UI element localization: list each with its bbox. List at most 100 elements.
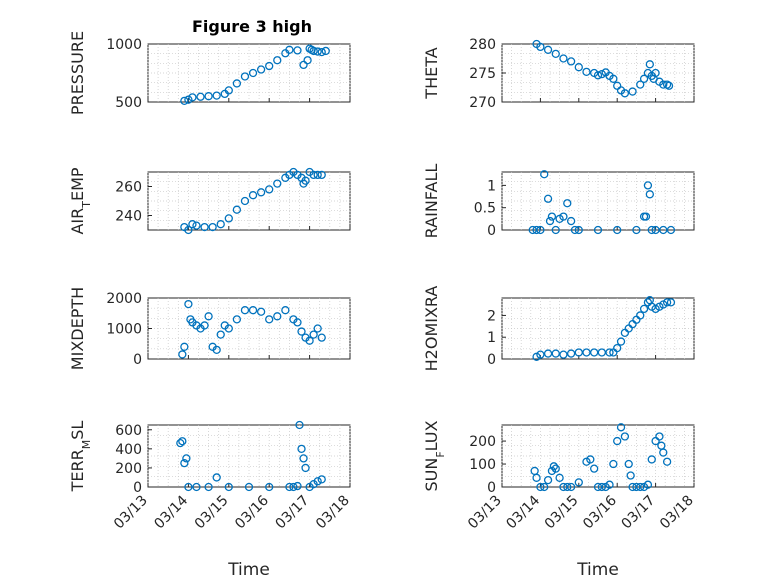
- data-point: [188, 93, 197, 102]
- data-point: [293, 318, 302, 327]
- y-tick-label: 0: [487, 223, 496, 239]
- data-point: [543, 475, 553, 485]
- data-point: [216, 330, 225, 339]
- data-point: [212, 345, 221, 355]
- series-markers: [532, 39, 674, 98]
- series-markers: [176, 420, 326, 492]
- data-point: [536, 225, 545, 235]
- data-point: [574, 63, 583, 72]
- data-point: [192, 221, 201, 230]
- data-point: [639, 304, 649, 314]
- x-tick-label: 03/16: [580, 492, 620, 532]
- subplot-air-temp: 240 260 AIRTEMP: [68, 167, 351, 235]
- data-point: [303, 56, 312, 65]
- y-tick-label: 600: [115, 423, 142, 439]
- data-point: [632, 482, 641, 492]
- data-point: [536, 42, 545, 52]
- data-point: [605, 480, 614, 489]
- data-point: [643, 480, 653, 489]
- data-point: [559, 482, 568, 492]
- x-tick-label: 03/17: [273, 493, 313, 533]
- y-axis-label: RAINFALL: [422, 164, 441, 239]
- data-point: [593, 225, 603, 235]
- data-point: [244, 482, 254, 492]
- data-point: [248, 68, 258, 78]
- data-point: [176, 438, 185, 448]
- data-point: [662, 457, 672, 466]
- data-point: [240, 306, 250, 315]
- data-point: [224, 324, 233, 333]
- data-point: [566, 349, 576, 358]
- y-tick-label: 0: [133, 352, 142, 368]
- data-point: [664, 81, 674, 90]
- data-point: [184, 299, 193, 309]
- y-tick-label: 270: [469, 95, 496, 111]
- y-tick-label: 1000: [106, 37, 142, 53]
- data-point: [590, 464, 599, 473]
- y-axis-label: MIXDEPTH: [68, 287, 87, 370]
- data-point: [196, 92, 205, 101]
- data-point: [632, 225, 641, 235]
- x-tick-label: 03/15: [542, 493, 582, 533]
- y-tick-label: 1: [487, 330, 496, 346]
- data-point: [636, 80, 645, 89]
- y-tick-label: 2000: [106, 291, 142, 307]
- subplot-terr-msl: 0 200 400 600 03/13 03/14 03/15 03/16 03/17 03/18…: [68, 421, 353, 580]
- data-point: [559, 54, 568, 63]
- data-point: [285, 45, 294, 54]
- data-point: [647, 455, 656, 464]
- data-point: [624, 459, 633, 469]
- data-point: [180, 96, 189, 105]
- data-point: [574, 225, 583, 235]
- x-tick-label: 03/13: [111, 493, 151, 533]
- data-point: [547, 212, 557, 221]
- data-point: [609, 459, 618, 469]
- data-point: [559, 212, 568, 221]
- data-point: [265, 315, 274, 324]
- data-point: [662, 298, 672, 307]
- y-tick-label: 200: [469, 434, 496, 450]
- data-point: [551, 464, 560, 473]
- data-point: [200, 321, 209, 330]
- data-point: [204, 482, 213, 492]
- subplot-pressure: 500 1000 PRESSURE: [68, 31, 351, 115]
- data-point: [597, 482, 606, 492]
- data-point: [309, 170, 318, 180]
- data-point: [641, 212, 651, 221]
- data-point: [582, 348, 591, 357]
- subplot-h2omixra: 0 1 2 H2OMIXRA: [422, 286, 695, 371]
- data-point: [574, 348, 583, 357]
- data-point: [317, 333, 326, 342]
- y-tick-label: 260: [115, 180, 142, 196]
- data-point: [305, 336, 314, 345]
- data-point: [586, 455, 595, 464]
- data-point: [628, 87, 637, 96]
- x-axis-label: Time: [576, 560, 619, 580]
- data-point: [582, 67, 591, 76]
- data-point: [297, 444, 306, 453]
- x-tick-label: 03/14: [151, 492, 191, 532]
- series-markers: [178, 299, 326, 359]
- data-point: [590, 348, 599, 357]
- data-point: [295, 420, 304, 430]
- data-point: [574, 478, 583, 487]
- data-point: [313, 477, 322, 486]
- data-point: [613, 343, 622, 353]
- y-tick-label: 200: [115, 461, 142, 477]
- data-point: [232, 79, 242, 88]
- data-point: [566, 57, 576, 66]
- data-point: [609, 74, 618, 83]
- data-point: [645, 190, 654, 199]
- data-point: [528, 225, 537, 235]
- y-axis-label: AIRTEMP: [68, 167, 93, 234]
- data-point: [593, 482, 603, 492]
- data-point: [616, 337, 626, 346]
- y-tick-label: 0.5: [474, 201, 496, 217]
- data-point: [216, 220, 225, 229]
- data-point: [317, 475, 326, 484]
- data-point: [645, 60, 654, 69]
- x-tick-label: 03/14: [503, 492, 543, 532]
- data-point: [248, 191, 258, 200]
